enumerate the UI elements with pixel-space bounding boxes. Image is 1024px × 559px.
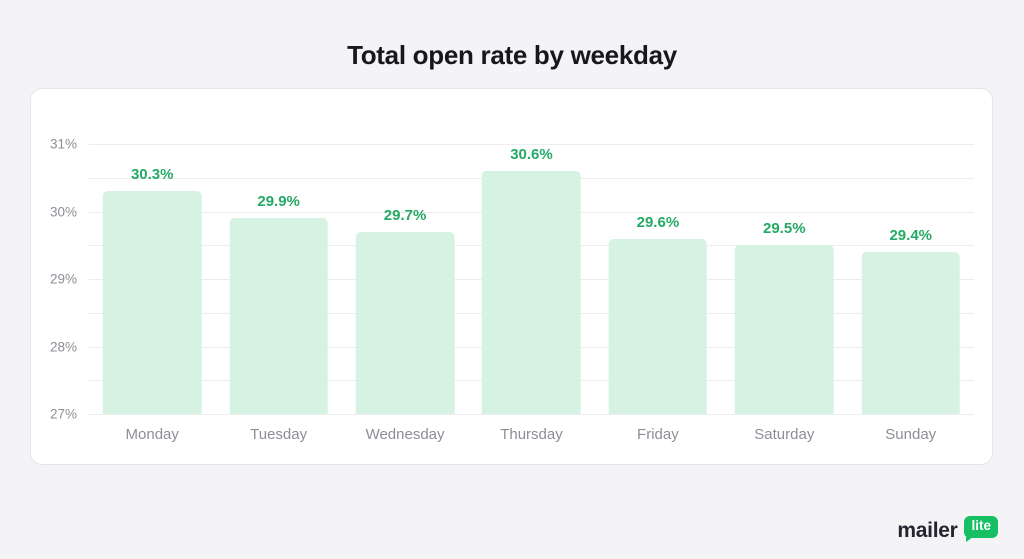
bar-slot: 29.9% [215, 144, 341, 414]
x-axis-category-label: Monday [125, 426, 179, 443]
gridline [89, 144, 974, 145]
bar-monday [102, 191, 202, 414]
x-axis-category-label: Wednesday [365, 426, 445, 443]
bar-thursday [482, 171, 581, 414]
bar-value-label: 29.7% [383, 206, 427, 224]
x-axis-category-label: Saturday [754, 426, 815, 443]
x-axis-category-label: Thursday [500, 426, 563, 443]
y-axis-tick-label: 28% [49, 339, 77, 354]
chart-card: 31% 30% 29% 28% 27% 30.3% 29.9% 29.7% 30.6% 29.6%… [30, 88, 993, 465]
x-axis-labels: Monday Tuesday Wednesday Thursday Friday Satu… [89, 426, 974, 443]
bar-value-label: 30.6% [510, 146, 553, 163]
mailerlite-logo-text: mailer [897, 519, 958, 542]
bar-slot: 29.5% [721, 144, 847, 414]
bar-value-label: 30.3% [130, 166, 174, 184]
bar-tuesday [229, 218, 328, 414]
bar-slot: 30.6% [468, 144, 594, 414]
page-title: Total open rate by weekday [347, 40, 677, 70]
x-axis-category-label: Friday [637, 426, 679, 443]
bar-wednesday [355, 231, 455, 414]
bar-slot: 30.3% [89, 144, 215, 414]
y-axis-tick-label: 30% [49, 204, 77, 219]
x-axis-category-label: Sunday [885, 426, 937, 443]
bar-slot: 29.4% [848, 144, 974, 414]
mailerlite-logo-badge: lite [964, 516, 998, 542]
x-axis-category-label: Tuesday [250, 426, 308, 443]
bars-row: 30.3% 29.9% 29.7% 30.6% 29.6% 29.5% 29.4% [89, 144, 974, 414]
bar-saturday [735, 245, 834, 414]
bar-value-label: 29.6% [636, 213, 680, 231]
bar-sunday [861, 252, 961, 414]
bar-value-label: 29.5% [763, 220, 806, 238]
gridline [89, 414, 974, 415]
bar-slot: 29.7% [342, 144, 468, 414]
bar-slot: 29.6% [595, 144, 721, 414]
y-axis-tick-label: 31% [49, 136, 77, 152]
mailerlite-logo: mailer lite [897, 516, 998, 543]
bar-value-label: 29.4% [889, 227, 933, 244]
plot-area: 31% 30% 29% 28% 27% 30.3% 29.9% 29.7% 30.6% 29.6%… [50, 137, 974, 422]
bar-friday [608, 238, 708, 414]
bar-value-label: 29.9% [257, 193, 300, 211]
y-axis-tick-label: 27% [49, 406, 77, 422]
y-axis-tick-label: 29% [49, 271, 77, 287]
